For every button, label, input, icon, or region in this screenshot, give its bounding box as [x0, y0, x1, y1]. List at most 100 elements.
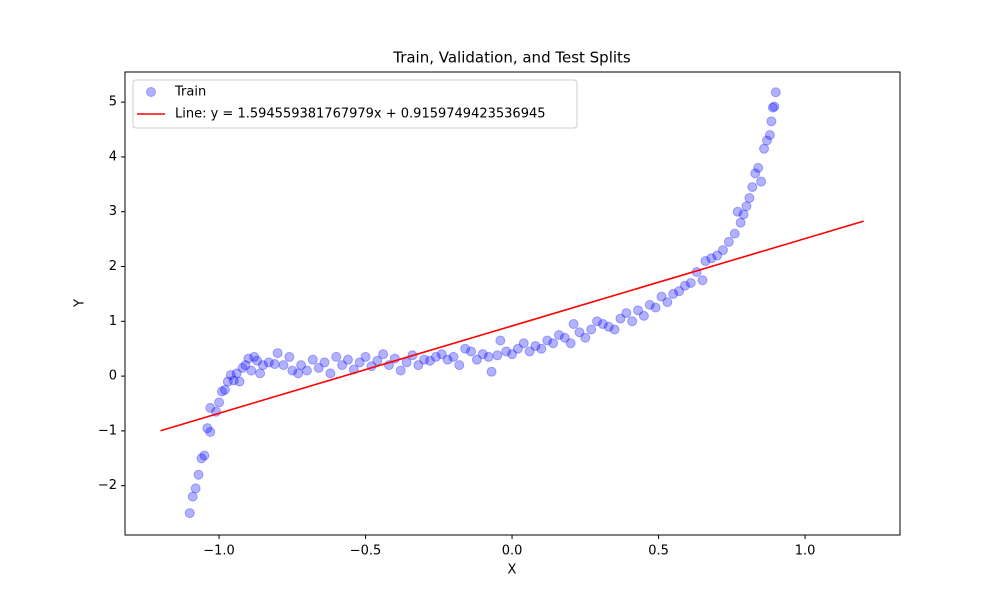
scatter-point [501, 346, 512, 357]
legend-box [132, 79, 578, 129]
scatter-point [258, 360, 269, 371]
scatter-point [354, 357, 365, 368]
y-tick-label: 2 [109, 259, 117, 274]
scatter-point [196, 453, 207, 464]
scatter-point [199, 450, 210, 461]
scatter-point [656, 291, 667, 302]
scatter-point [269, 359, 280, 370]
scatter-point [548, 338, 559, 349]
scatter-point [287, 365, 298, 376]
scatter-point [706, 253, 717, 264]
y-tick-label: 0 [109, 369, 117, 384]
scatter-point [492, 350, 503, 361]
scatter-point [448, 351, 459, 362]
x-tick-label: −1.0 [203, 544, 235, 559]
scatter-point [615, 313, 626, 324]
scatter-point [668, 288, 679, 299]
scatter-point [732, 206, 743, 217]
scatter-point [644, 299, 655, 310]
scatter-point [325, 368, 336, 379]
scatter-point [609, 324, 620, 335]
scatter-point [650, 302, 661, 313]
plot-frame [124, 71, 901, 536]
scatter-point [413, 360, 424, 371]
scatter-point [252, 355, 263, 366]
scatter-point [471, 354, 482, 365]
scatter-point [246, 365, 257, 376]
y-axis-label: Y [73, 299, 88, 308]
x-tick-label: −0.5 [350, 544, 382, 559]
scatter-point [766, 116, 777, 127]
scatter-point [553, 330, 564, 341]
scatter-point [430, 351, 441, 362]
scatter-point [214, 397, 225, 408]
scatter-point [442, 354, 453, 365]
scatter-point [741, 201, 752, 212]
scatter-point [738, 209, 749, 220]
scatter-point [313, 362, 324, 373]
scatter-point [744, 193, 755, 204]
scatter-point [574, 327, 585, 338]
scatter-point [301, 365, 312, 376]
scatter-point [735, 217, 746, 228]
y-tick-label: −2 [98, 478, 117, 493]
scatter-point [761, 135, 772, 146]
scatter-point [225, 370, 236, 381]
x-tick-label: 0.5 [648, 544, 669, 559]
scatter-point [222, 376, 233, 387]
scatter-point [674, 286, 685, 297]
scatter-point [436, 349, 447, 360]
scatter-point [627, 316, 638, 327]
scatter-point [216, 386, 227, 397]
scatter-point [603, 321, 614, 332]
scatter-point [337, 360, 348, 371]
legend-marker [146, 87, 156, 97]
scatter-point [378, 349, 389, 360]
scatter-point [243, 353, 254, 364]
scatter-point [518, 338, 529, 349]
scatter-point [184, 508, 195, 519]
scatter-point [187, 491, 198, 502]
y-tick-label: 1 [109, 314, 117, 329]
scatter-point [419, 354, 430, 365]
x-axis-label: X [508, 563, 517, 578]
scatter-point [237, 362, 248, 373]
legend-label: Line: y = 1.594559381767979x + 0.9159749… [175, 107, 546, 122]
scatter-point [592, 316, 603, 327]
scatter-point [240, 360, 251, 371]
scatter-point [307, 354, 318, 365]
y-tick-label: 5 [109, 95, 117, 110]
x-tick-label: 1.0 [795, 544, 816, 559]
scatter-point [331, 351, 342, 362]
scatter-point [319, 357, 330, 368]
scatter-point [679, 280, 690, 291]
scatter-point [767, 102, 778, 113]
scatter-point [272, 348, 283, 359]
scatter-point [454, 360, 465, 371]
scatter-point [466, 346, 477, 357]
scatter-point [425, 355, 436, 366]
scatter-point [685, 277, 696, 288]
scatter-point [753, 162, 764, 173]
y-tick-label: 4 [109, 149, 117, 164]
scatter-point [568, 319, 579, 330]
scatter-point [638, 310, 649, 321]
scatter-point [296, 360, 307, 371]
scatter-point [495, 335, 506, 346]
scatter-point [395, 365, 406, 376]
scatter-point [477, 349, 488, 360]
chart-title: Train, Validation, and Test Splits [392, 49, 631, 67]
scatter-point [536, 343, 547, 354]
scatter-point [255, 368, 266, 379]
scatter-point [249, 351, 260, 362]
scatter-point [234, 376, 245, 387]
scatter-point [723, 236, 734, 247]
scatter-point [228, 375, 239, 386]
scatter-point [729, 228, 740, 239]
scatter-point [193, 469, 204, 480]
scatter-point [565, 338, 576, 349]
scatter-point [512, 343, 523, 354]
scatter-point [360, 351, 371, 362]
scatter-point [460, 343, 471, 354]
